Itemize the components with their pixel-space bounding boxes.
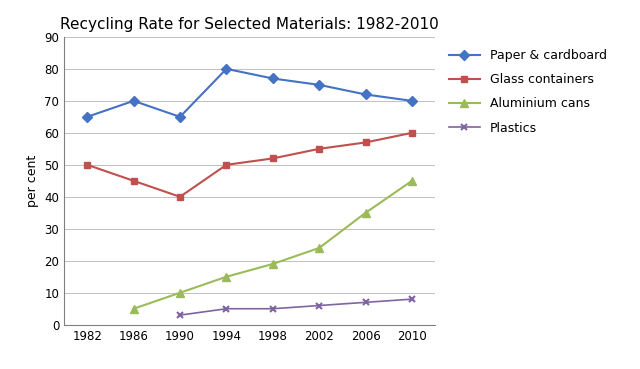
Aluminium cans xyxy=(408,179,416,183)
Aluminium cans xyxy=(362,211,369,215)
Line: Plastics: Plastics xyxy=(177,296,415,318)
Glass containers xyxy=(408,131,416,135)
Aluminium cans xyxy=(316,246,323,250)
Title: Recycling Rate for Selected Materials: 1982-2010: Recycling Rate for Selected Materials: 1… xyxy=(60,17,439,32)
Glass containers xyxy=(176,194,184,199)
Glass containers xyxy=(362,140,369,145)
Plastics xyxy=(176,313,184,317)
Line: Aluminium cans: Aluminium cans xyxy=(129,177,416,313)
Line: Glass containers: Glass containers xyxy=(84,130,415,200)
Paper & cardboard xyxy=(223,67,230,71)
Aluminium cans xyxy=(176,290,184,295)
Glass containers xyxy=(223,163,230,167)
Plastics xyxy=(316,303,323,308)
Glass containers xyxy=(130,179,138,183)
Aluminium cans xyxy=(130,307,138,311)
Legend: Paper & cardboard, Glass containers, Aluminium cans, Plastics: Paper & cardboard, Glass containers, Alu… xyxy=(449,49,607,135)
Glass containers xyxy=(83,163,91,167)
Line: Paper & cardboard: Paper & cardboard xyxy=(84,65,415,120)
Plastics xyxy=(362,300,369,304)
Paper & cardboard xyxy=(316,83,323,87)
Paper & cardboard xyxy=(362,92,369,97)
Paper & cardboard xyxy=(269,76,276,81)
Glass containers xyxy=(316,146,323,151)
Paper & cardboard xyxy=(176,115,184,119)
Y-axis label: per cent: per cent xyxy=(26,155,38,207)
Plastics xyxy=(408,297,416,301)
Paper & cardboard xyxy=(130,99,138,103)
Aluminium cans xyxy=(269,262,276,266)
Plastics xyxy=(269,307,276,311)
Plastics xyxy=(223,307,230,311)
Paper & cardboard xyxy=(83,115,91,119)
Paper & cardboard xyxy=(408,99,416,103)
Aluminium cans xyxy=(223,275,230,279)
Glass containers xyxy=(269,156,276,161)
